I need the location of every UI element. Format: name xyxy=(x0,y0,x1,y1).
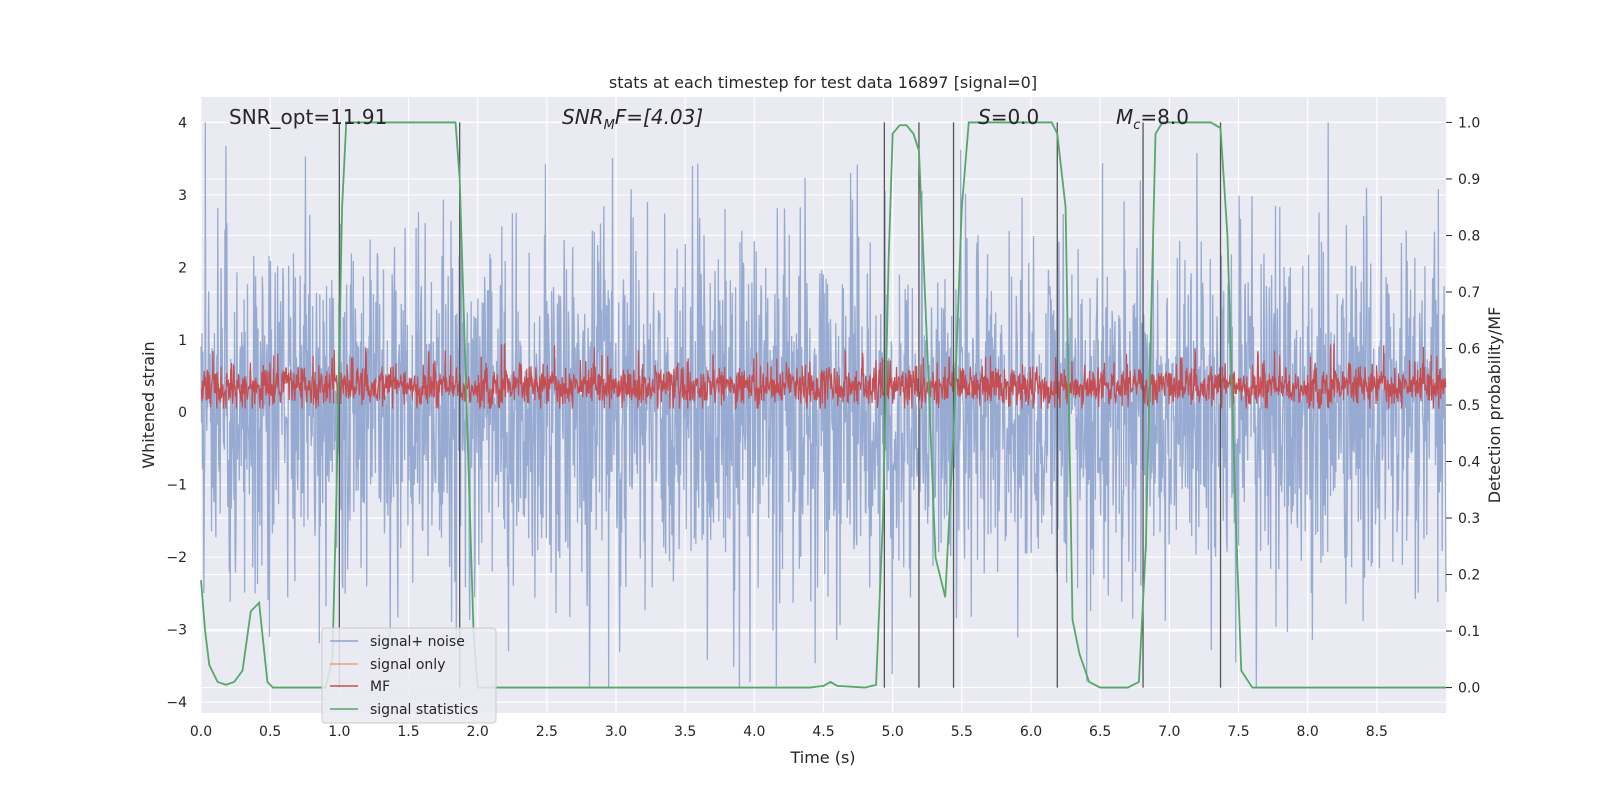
y-right-tick-label: 0.2 xyxy=(1458,568,1480,584)
y-right-tick-label: 0.8 xyxy=(1458,228,1480,244)
y-left-tick-label: 4 xyxy=(178,115,187,131)
annotation-mc-tail: =8.0 xyxy=(1140,105,1189,129)
y-right-tick-label: 0.5 xyxy=(1458,398,1480,414)
y-left-tick-label: 3 xyxy=(178,188,187,204)
annotation-mc: Mc=8.0 xyxy=(1116,105,1189,133)
plot-area xyxy=(200,97,1447,713)
x-tick-label: 2.5 xyxy=(536,724,558,740)
y-right-tick-label: 0.7 xyxy=(1458,285,1480,301)
annotation-s: S=0.0 xyxy=(978,105,1039,129)
x-tick-label: 5.0 xyxy=(882,724,904,740)
series-mf xyxy=(200,343,1447,411)
y-left-tick-label: −3 xyxy=(166,623,187,639)
y-right-tick-label: 0.1 xyxy=(1458,624,1480,640)
legend-box xyxy=(321,627,497,724)
annotation-mc-main: M xyxy=(1116,105,1133,129)
annotation-mc-sub: c xyxy=(1133,118,1140,133)
legend-item-mf: MF xyxy=(330,679,390,695)
y-right-tick-label: 0.0 xyxy=(1458,681,1480,697)
vertical-markers xyxy=(338,122,1222,688)
series-signal-statistics xyxy=(200,121,1446,689)
annotation-snr-opt: SNR_opt=11.91 xyxy=(229,105,387,129)
y-right-tick-label: 0.9 xyxy=(1458,172,1480,188)
annotations: SNR_opt=11.91 SNRMF=[4.03] S=0.0 Mc=8.0 xyxy=(229,105,1189,133)
annotation-s-tail: =0.0 xyxy=(991,105,1040,129)
legend-item-signal-only: signal only xyxy=(330,657,445,673)
y-left-axis-label: Whitened strain xyxy=(139,341,158,468)
x-tick-labels: 0.0 0.5 1.0 1.5 2.0 2.5 3.0 3.5 4.0 4.5 5.0 5.5 6.0 6… xyxy=(190,724,1388,740)
legend-label-signal-statistics: signal statistics xyxy=(370,702,478,718)
x-tick-label: 7.5 xyxy=(1227,724,1249,740)
y-right-tick-label: 0.3 xyxy=(1458,511,1480,527)
y-left-tick-label: −1 xyxy=(166,478,187,494)
y-left-tick-label: 1 xyxy=(178,333,187,349)
x-tick-label: 0.0 xyxy=(190,724,212,740)
y-left-tick-label: −2 xyxy=(166,550,187,566)
annotation-snr-mf-main: SNR xyxy=(562,105,604,129)
x-tick-label: 0.5 xyxy=(259,724,281,740)
y-right-tick-labels: 1.0 0.9 0.8 0.7 0.6 0.5 0.4 0.3 0.2 0.1 0.0 xyxy=(1446,115,1480,697)
annotation-s-main: S xyxy=(978,105,991,129)
x-tick-label: 8.0 xyxy=(1297,724,1319,740)
x-tick-label: 7.0 xyxy=(1158,724,1180,740)
x-tick-label: 4.5 xyxy=(812,724,834,740)
x-tick-label: 3.5 xyxy=(674,724,696,740)
x-tick-label: 4.0 xyxy=(743,724,765,740)
y-right-tick-label: 1.0 xyxy=(1458,115,1480,131)
chart-title: stats at each timestep for test data 168… xyxy=(609,73,1037,92)
x-tick-label: 1.0 xyxy=(328,724,350,740)
signal-statistics-line xyxy=(200,121,1446,689)
annotation-snr-mf-sub: M xyxy=(604,118,615,133)
legend-item-signal-statistics: signal statistics xyxy=(330,702,478,718)
y-left-tick-label: 2 xyxy=(178,260,187,276)
x-tick-label: 5.5 xyxy=(951,724,973,740)
legend: signal+ noise signal only MF signal stat… xyxy=(321,627,497,724)
x-tick-label: 6.0 xyxy=(1020,724,1042,740)
y-left-tick-label: −4 xyxy=(166,695,187,711)
y-left-tick-labels: 4 3 2 1 0 −1 −2 −3 −4 xyxy=(166,115,187,711)
x-tick-label: 2.0 xyxy=(467,724,489,740)
legend-label-signal-only: signal only xyxy=(370,657,445,673)
x-axis-label: Time (s) xyxy=(789,748,855,767)
annotation-snr-mf: SNRMF=[4.03] xyxy=(562,105,703,133)
annotation-snr-mf-tail: F=[4.03] xyxy=(615,105,703,129)
x-tick-label: 3.0 xyxy=(605,724,627,740)
y-left-tick-label: 0 xyxy=(178,405,187,421)
legend-label-signal-noise: signal+ noise xyxy=(370,634,465,650)
x-tick-label: 1.5 xyxy=(397,724,419,740)
legend-item-signal-noise: signal+ noise xyxy=(330,634,465,650)
x-tick-label: 6.5 xyxy=(1089,724,1111,740)
mf-line xyxy=(200,343,1447,411)
x-tick-label: 8.5 xyxy=(1366,724,1388,740)
y-right-tick-label: 0.4 xyxy=(1458,455,1480,471)
y-right-axis-label: Detection probability/MF xyxy=(1485,307,1504,504)
y-right-tick-label: 0.6 xyxy=(1458,341,1480,357)
legend-label-mf: MF xyxy=(370,679,390,695)
